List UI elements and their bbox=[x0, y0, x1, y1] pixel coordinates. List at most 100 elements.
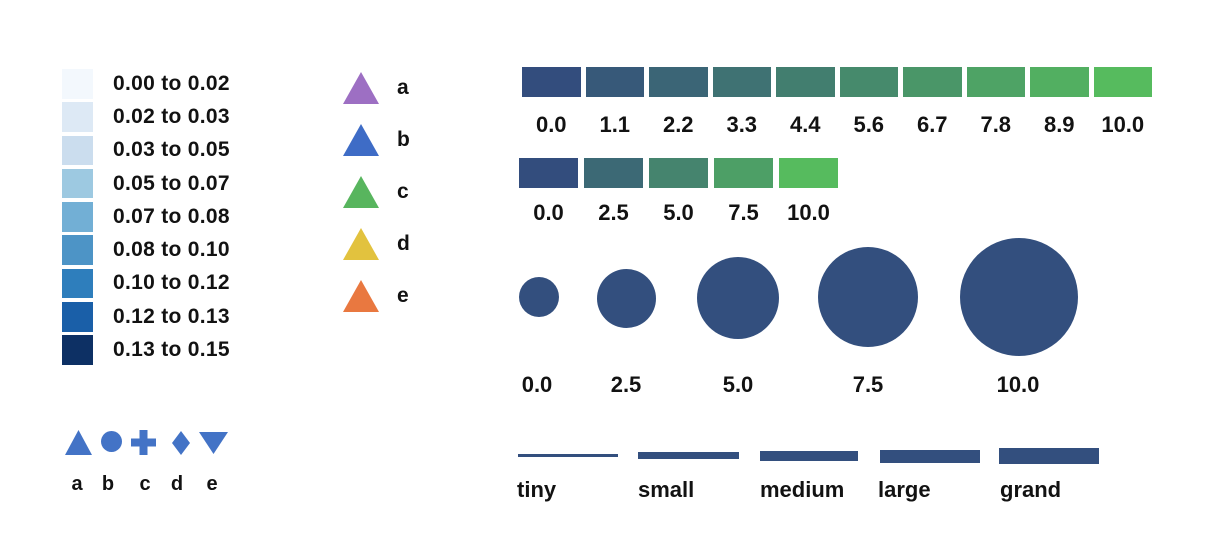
tick-label: 5.6 bbox=[853, 112, 885, 137]
bin-label: 0.13 to 0.15 bbox=[113, 338, 230, 362]
bin-label: 0.12 to 0.13 bbox=[113, 304, 230, 328]
tick-label: 0.0 bbox=[533, 200, 564, 225]
legend-row: a bbox=[343, 72, 410, 104]
tick-label: 5.0 bbox=[663, 200, 694, 225]
size-circle bbox=[960, 238, 1078, 356]
stroke-sample bbox=[880, 450, 980, 463]
bin-label: 0.00 to 0.02 bbox=[113, 71, 230, 95]
tick-label: 7.5 bbox=[852, 372, 884, 397]
stroke-sample bbox=[760, 451, 858, 461]
ramp-segment bbox=[1030, 67, 1089, 97]
bin-label: 0.05 to 0.07 bbox=[113, 171, 230, 195]
legend-row: 0.13 to 0.15 bbox=[62, 335, 230, 365]
color-swatch bbox=[62, 102, 93, 132]
legend-row: 0.02 to 0.03 bbox=[62, 102, 230, 132]
tick-label: 10.0 bbox=[787, 200, 830, 225]
cross-icon bbox=[131, 430, 156, 455]
ramp-segment bbox=[779, 158, 838, 188]
tick-label: 10.0 bbox=[1101, 112, 1145, 137]
bin-label: 0.07 to 0.08 bbox=[113, 204, 230, 228]
stroke-sample bbox=[638, 452, 739, 459]
tick-label: 0.0 bbox=[521, 372, 553, 397]
category-label: d bbox=[397, 232, 410, 255]
tick-label: 2.5 bbox=[598, 200, 629, 225]
legend-row: d bbox=[343, 228, 410, 260]
ramp-10-tick-labels: 0.0 1.1 2.2 3.3 4.4 5.6 6.7 7.8 8.9 10.0 bbox=[522, 112, 1152, 138]
tick-label: 10.0 bbox=[996, 372, 1040, 397]
ramp-segment bbox=[522, 67, 581, 97]
shape-label: c bbox=[139, 473, 151, 495]
color-swatch bbox=[62, 301, 93, 332]
category-label: a bbox=[397, 76, 409, 99]
size-circle bbox=[519, 277, 559, 317]
stroke-sample bbox=[999, 448, 1099, 464]
category-label: c bbox=[397, 180, 409, 203]
tick-label: 0.0 bbox=[535, 112, 567, 137]
category-label: e bbox=[397, 284, 409, 307]
triangle-up-icon bbox=[343, 228, 379, 260]
ramp-segment bbox=[649, 158, 708, 188]
size-circle bbox=[597, 269, 656, 328]
ramp-segment bbox=[966, 67, 1025, 97]
color-swatch bbox=[62, 69, 93, 99]
ramp-segment bbox=[712, 67, 771, 97]
tick-label: 4.4 bbox=[789, 112, 821, 137]
shape-label: e bbox=[206, 473, 218, 495]
ramp-segment bbox=[903, 67, 962, 97]
shape-label: a bbox=[71, 473, 83, 495]
legend-row: 0.03 to 0.05 bbox=[62, 135, 230, 166]
ramp-segment bbox=[649, 67, 708, 97]
ramp-segment bbox=[714, 158, 773, 188]
legend-row: 0.12 to 0.13 bbox=[62, 301, 230, 332]
category-symbol-legend: a b c d e bbox=[343, 72, 410, 312]
triangle-up-icon bbox=[343, 280, 379, 312]
tick-label: 2.2 bbox=[662, 112, 694, 137]
diamond-icon bbox=[172, 431, 190, 455]
color-swatch bbox=[62, 235, 93, 265]
color-swatch bbox=[62, 335, 93, 365]
legend-row: 0.07 to 0.08 bbox=[62, 202, 230, 232]
color-swatch bbox=[62, 135, 93, 166]
stroke-sample bbox=[518, 454, 618, 457]
bin-label: 0.02 to 0.03 bbox=[113, 105, 230, 129]
category-label: b bbox=[397, 128, 410, 151]
triangle-up-icon bbox=[65, 430, 92, 455]
legend-row: c bbox=[343, 176, 410, 208]
legend-row: 0.05 to 0.07 bbox=[62, 168, 230, 199]
stroke-label: medium bbox=[760, 477, 845, 502]
legend-row: 0.00 to 0.02 bbox=[62, 69, 230, 99]
bin-label: 0.03 to 0.05 bbox=[113, 138, 230, 162]
color-swatch bbox=[62, 168, 93, 199]
circle-icon bbox=[101, 431, 122, 452]
tick-label: 8.9 bbox=[1043, 112, 1075, 137]
legend-row: 0.10 to 0.12 bbox=[62, 268, 230, 299]
stroke-label: large bbox=[878, 477, 931, 502]
ramp-segment bbox=[519, 158, 578, 188]
ramp-segment bbox=[839, 67, 898, 97]
tick-label: 2.5 bbox=[610, 372, 642, 397]
ramp-5-tick-labels: 0.0 2.5 5.0 7.5 10.0 bbox=[519, 200, 838, 226]
tick-label: 3.3 bbox=[726, 112, 758, 137]
ramp-segment bbox=[584, 158, 643, 188]
triangle-up-icon bbox=[343, 176, 379, 208]
stroke-label: grand bbox=[1000, 477, 1062, 502]
tick-label: 7.8 bbox=[980, 112, 1012, 137]
color-swatch bbox=[62, 202, 93, 232]
ramp-segment bbox=[585, 67, 644, 97]
triangle-up-icon bbox=[343, 124, 379, 156]
tick-label: 6.7 bbox=[916, 112, 948, 137]
ramp-segment bbox=[1093, 67, 1152, 97]
bin-label: 0.08 to 0.10 bbox=[113, 238, 230, 262]
triangle-down-icon bbox=[199, 432, 228, 454]
size-circle bbox=[697, 257, 779, 339]
binned-color-legend: 0.00 to 0.02 0.02 to 0.03 0.03 to 0.05 0… bbox=[62, 69, 230, 365]
legend-row: 0.08 to 0.10 bbox=[62, 235, 230, 265]
discrete-color-ramp-5 bbox=[519, 158, 838, 188]
tick-label: 5.0 bbox=[722, 372, 754, 397]
bin-label: 0.10 to 0.12 bbox=[113, 271, 230, 295]
legend-row: b bbox=[343, 124, 410, 156]
ramp-segment bbox=[776, 67, 835, 97]
shape-label: b bbox=[101, 473, 115, 495]
stroke-label: small bbox=[638, 477, 695, 502]
